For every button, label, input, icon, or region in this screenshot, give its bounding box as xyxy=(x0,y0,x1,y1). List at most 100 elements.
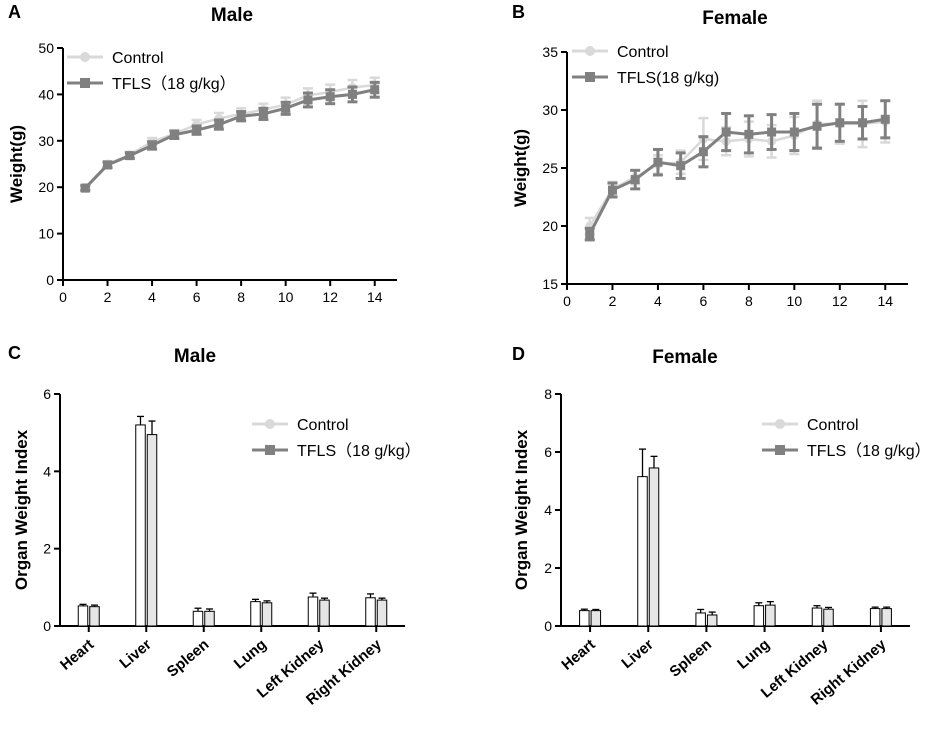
y-tick-label: 10 xyxy=(38,226,54,242)
data-point xyxy=(607,185,617,195)
data-point xyxy=(653,157,663,167)
data-point xyxy=(214,120,224,130)
data-point xyxy=(721,127,731,137)
legend-label: TFLS（18 g/kg） xyxy=(297,442,421,460)
data-point xyxy=(325,92,335,102)
bar-control xyxy=(869,608,881,627)
bar-tfls xyxy=(590,610,602,627)
x-tick-label: 0 xyxy=(59,289,67,305)
y-tick-label: 50 xyxy=(38,40,54,56)
y-tick-label: 25 xyxy=(542,160,558,176)
y-tick-label: 35 xyxy=(542,44,558,60)
data-point xyxy=(858,118,868,128)
x-tick-label: 6 xyxy=(700,293,708,309)
legend-label: Control xyxy=(617,44,669,61)
y-tick-label: 6 xyxy=(43,386,51,402)
bar-control xyxy=(250,601,261,627)
bar-control xyxy=(811,607,823,627)
x-tick-label: 2 xyxy=(609,293,617,309)
panel-b: B Female Weight(g) 15 20 25 30 35 0 2 4 6 8 10 12 14 Con… xyxy=(511,2,908,309)
bar-control xyxy=(753,605,765,627)
y-tick-label: 8 xyxy=(544,386,552,402)
bar-tfls xyxy=(146,434,158,627)
panel-d: D Female Organ Weight Index 0 2 4 6 8 Heart Liver… xyxy=(512,344,931,709)
bar-tfls xyxy=(881,608,892,627)
bar-tfls xyxy=(89,606,100,627)
panel-title: Female xyxy=(652,347,717,368)
bar-tfls xyxy=(648,467,660,627)
category-label: Lung xyxy=(734,636,773,673)
legend-label: Control xyxy=(297,417,349,434)
panel-title: Male xyxy=(174,346,216,367)
data-point xyxy=(789,127,799,137)
panel-c: C Male Organ Weight Index 0 2 4 6 Heart Liver Spl… xyxy=(8,343,421,709)
x-tick-label: 0 xyxy=(563,293,571,309)
x-tick-label: 14 xyxy=(877,293,893,309)
bar-tfls xyxy=(319,599,330,627)
legend-marker-circle xyxy=(775,419,785,429)
x-tick-label: 2 xyxy=(104,289,112,305)
y-tick-label: 0 xyxy=(544,618,552,634)
data-point xyxy=(585,229,595,239)
legend: Control TFLS（18 g/kg） xyxy=(67,50,236,93)
y-tick-label: 20 xyxy=(542,218,558,234)
x-tick-label: 14 xyxy=(367,289,383,305)
category-label: Heart xyxy=(57,636,97,674)
y-tick-label: 4 xyxy=(43,463,51,479)
panel-letter: A xyxy=(8,2,21,22)
bar-control xyxy=(637,476,648,627)
category-label: Lung xyxy=(231,636,270,673)
data-point xyxy=(347,89,357,99)
legend-label: Control xyxy=(807,417,859,434)
legend-marker-circle xyxy=(585,46,595,56)
legend-marker-square xyxy=(265,445,275,455)
data-point xyxy=(880,114,890,124)
y-axis-label: Weight(g) xyxy=(511,129,530,207)
y-tick-label: 40 xyxy=(38,86,54,102)
bar-control xyxy=(135,424,146,627)
legend-marker-square xyxy=(585,72,595,82)
legend-label: TFLS(18 g/kg) xyxy=(617,70,719,87)
y-tick-label: 0 xyxy=(46,272,54,288)
data-point xyxy=(835,118,845,128)
legend-label: Control xyxy=(112,50,164,67)
data-point xyxy=(812,121,822,131)
bar-tfls xyxy=(376,599,388,627)
legend: Control TFLS（18 g/kg） xyxy=(252,417,421,460)
legend-marker-circle xyxy=(265,419,275,429)
x-tick-label: 6 xyxy=(193,289,201,305)
y-tick-label: 6 xyxy=(544,444,552,460)
x-tick-label: 8 xyxy=(237,289,245,305)
y-axis-label: Organ Weight Index xyxy=(12,429,31,590)
legend: Control TFLS（18 g/kg） xyxy=(762,417,931,460)
bar-tfls xyxy=(204,610,215,627)
legend-marker-square xyxy=(775,445,785,455)
data-point xyxy=(147,140,157,150)
data-point xyxy=(303,95,313,105)
legend-label: TFLS（18 g/kg） xyxy=(112,75,236,93)
bar-tfls xyxy=(706,614,718,627)
x-tick-label: 4 xyxy=(654,293,662,309)
y-tick-label: 4 xyxy=(544,502,552,518)
panel-title: Male xyxy=(211,5,253,26)
data-point xyxy=(630,175,640,185)
panel-a: A Male Weight(g) 0 10 20 30 40 50 0 2 4 6 8 10 12 14 Cont… xyxy=(7,2,397,305)
panel-title: Female xyxy=(702,8,767,29)
data-point xyxy=(698,147,708,157)
category-label: Heart xyxy=(558,636,598,674)
bar-tfls xyxy=(823,608,834,627)
series-tfls xyxy=(584,99,891,242)
y-tick-label: 2 xyxy=(544,560,552,576)
x-tick-label: 10 xyxy=(787,293,803,309)
x-tick-label: 12 xyxy=(322,289,338,305)
data-point xyxy=(281,103,291,113)
data-point xyxy=(744,129,754,139)
series-control xyxy=(584,99,891,236)
x-tick-label: 12 xyxy=(832,293,848,309)
x-tick-label: 10 xyxy=(278,289,294,305)
data-point xyxy=(103,160,113,170)
x-tick-label: 4 xyxy=(148,289,156,305)
y-tick-label: 15 xyxy=(542,276,558,292)
data-point xyxy=(169,130,179,140)
